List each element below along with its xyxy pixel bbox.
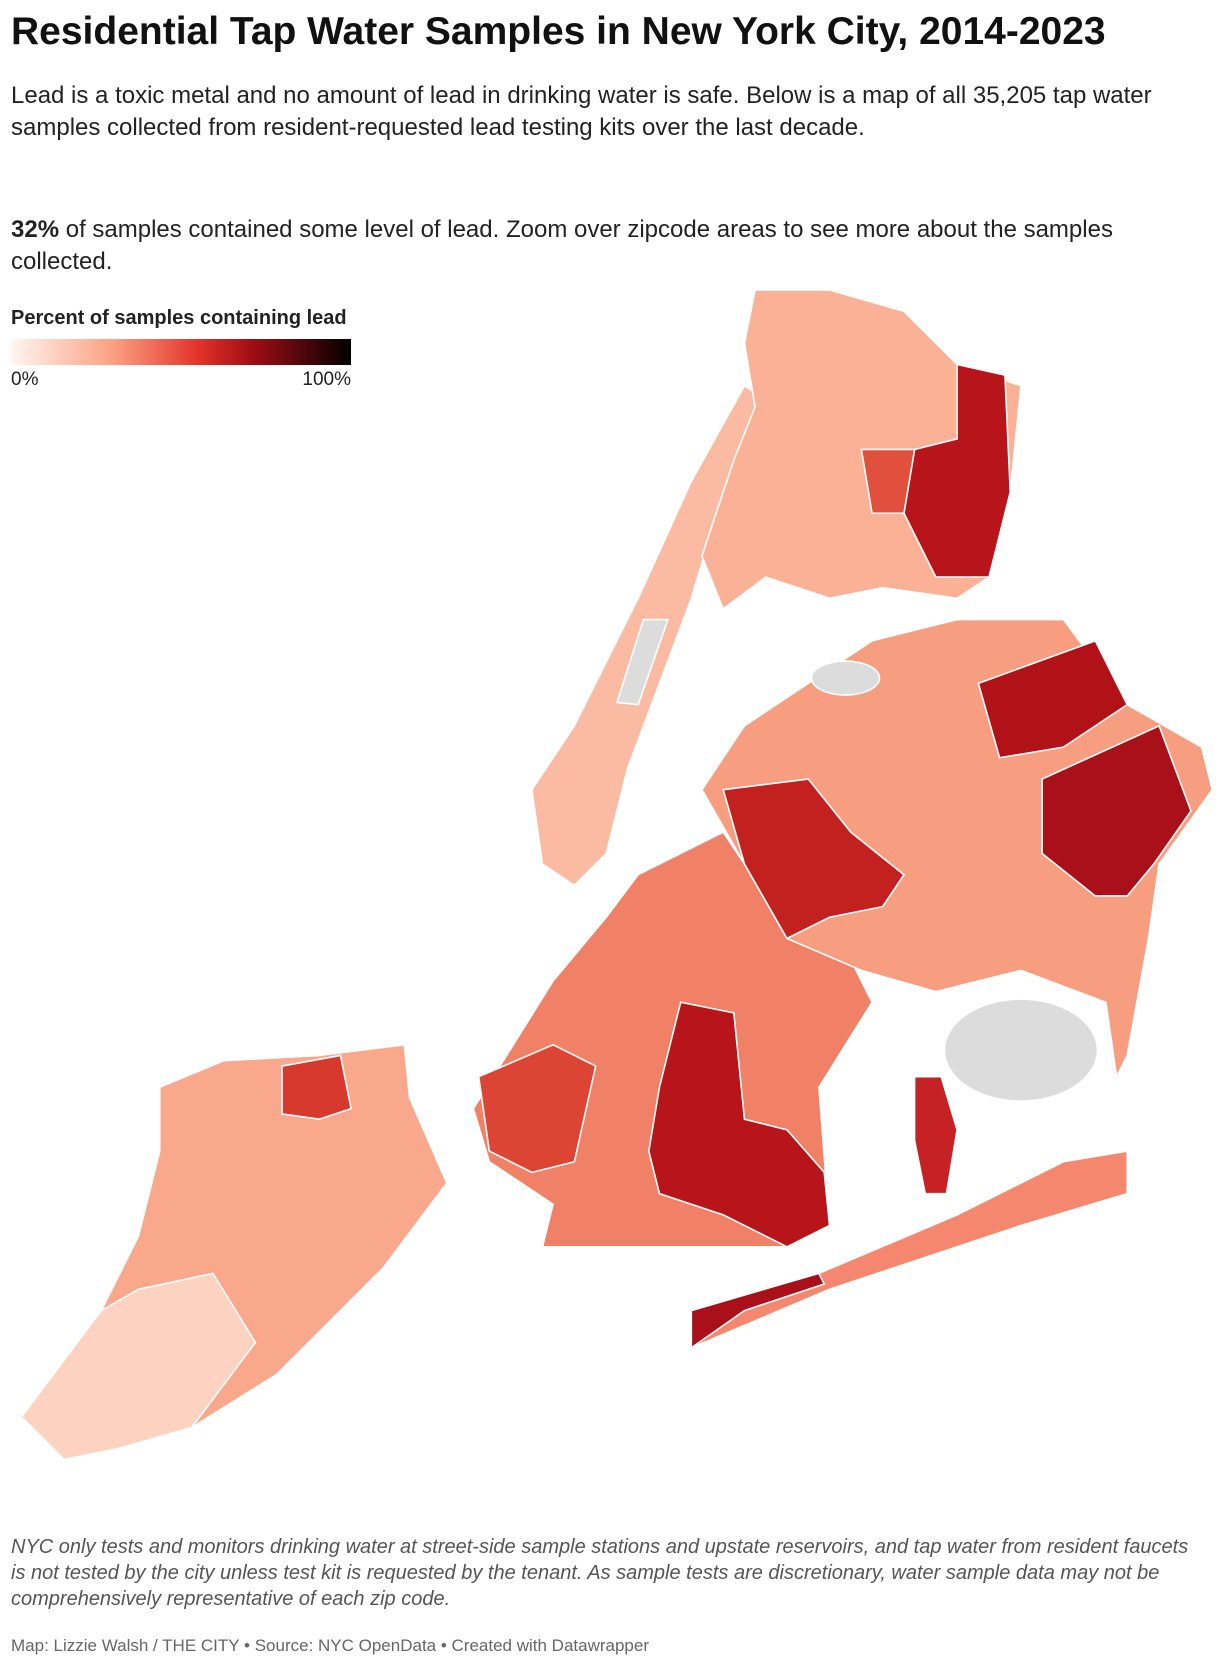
broad-channel [913,1075,958,1195]
legend-gradient [11,339,351,365]
laguardia-airport [810,660,881,696]
staten-island-north [281,1054,353,1121]
staten-island-south [20,1272,257,1461]
summary: 32% of samples contained some level of l… [11,214,1191,278]
bronx-central [860,448,916,515]
brooklyn-west [477,1043,597,1174]
queens-east [1041,724,1192,897]
map [20,290,1214,1461]
footnote: NYC only tests and monitors drinking wat… [11,1536,1189,1610]
credit: Map: Lizzie Walsh / THE CITY • Source: N… [11,1636,650,1655]
intro: Lead is a toxic metal and no amount of l… [11,82,1152,141]
central-park [615,618,670,706]
queens-central [722,778,906,940]
bronx-east [903,363,1012,578]
summary-text: of samples contained some level of lead.… [11,216,1113,275]
no-data-areas [615,618,1099,1102]
jfk-airport [943,998,1099,1102]
legend: Percent of samples containing lead 0% 100… [11,305,351,390]
legend-tick-label: 100% [302,369,351,390]
highlight: 32% [11,216,60,243]
legend-ticks: 0% 100% [11,365,351,390]
legend-tick-label: 0% [11,369,39,390]
queens-north [977,639,1129,759]
brooklyn-south [647,1001,831,1248]
legend-title: Percent of samples containing lead [11,307,347,329]
rockaway-west [690,1272,826,1350]
boroughs [20,290,1214,1461]
title: Residential Tap Water Samples in New Yor… [11,10,1106,53]
